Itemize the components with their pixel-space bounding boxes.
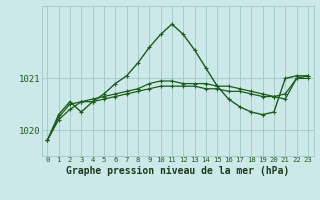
X-axis label: Graphe pression niveau de la mer (hPa): Graphe pression niveau de la mer (hPa) (66, 166, 289, 176)
